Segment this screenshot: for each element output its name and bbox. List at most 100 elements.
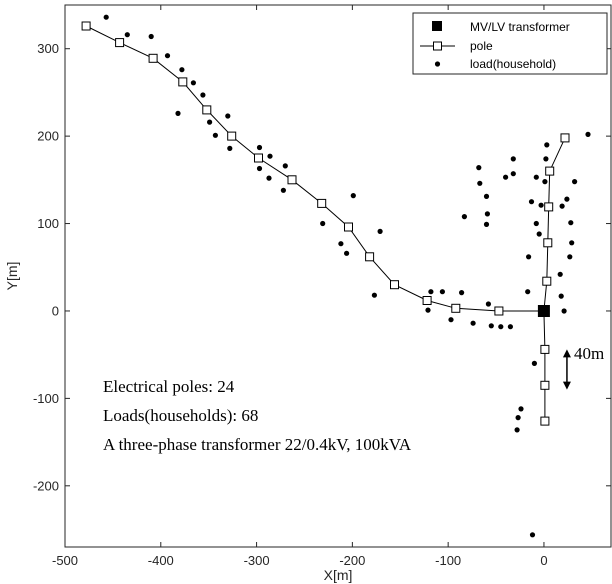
pole-marker	[344, 222, 353, 232]
load-point	[344, 250, 350, 256]
load-point	[200, 92, 206, 98]
load-point	[225, 113, 231, 119]
load-point	[483, 221, 490, 227]
load-point	[559, 203, 565, 209]
load-point	[561, 308, 567, 314]
load-point	[533, 174, 539, 180]
legend-load-marker	[434, 61, 441, 67]
annotation-transformer: A three-phase transformer 22/0.4kV, 100k…	[103, 435, 412, 454]
pole-marker	[148, 53, 158, 63]
pole-marker	[365, 252, 375, 262]
load-point	[477, 180, 483, 186]
load-point	[179, 67, 185, 73]
transformer-layer	[537, 305, 550, 317]
pole-line	[85, 25, 544, 312]
legend-transformer-marker	[432, 21, 442, 31]
load-point	[282, 163, 288, 169]
load-point	[256, 144, 263, 151]
load-point	[488, 323, 494, 329]
load-point	[564, 196, 570, 202]
load-point	[514, 427, 520, 433]
load-point	[536, 231, 542, 237]
load-point	[476, 165, 482, 171]
spacing-arrow-layer	[562, 349, 571, 390]
load-point	[439, 289, 445, 295]
x-tick-label: 0	[540, 553, 547, 568]
pole-marker	[317, 198, 327, 208]
pole-marker	[451, 303, 461, 313]
pole-marker	[544, 202, 554, 212]
pole-marker	[115, 38, 125, 48]
load-point	[542, 179, 548, 185]
pole-marker	[227, 131, 237, 141]
load-point	[266, 175, 272, 181]
pole-marker	[390, 280, 399, 290]
x-axis-label: X[m]	[324, 567, 353, 583]
load-point	[510, 156, 516, 162]
pole-marker	[542, 276, 552, 286]
load-point	[212, 132, 218, 138]
load-point	[544, 142, 550, 148]
load-point	[529, 532, 536, 538]
annotation-loads: Loads(households): 68	[103, 406, 258, 425]
y-tick-label: 0	[52, 303, 59, 318]
pole-marker	[543, 238, 553, 248]
load-point	[164, 53, 171, 59]
pole-marker	[81, 21, 91, 31]
load-point	[207, 119, 213, 125]
load-point	[484, 211, 490, 217]
spacing-arrow-head-up	[562, 349, 571, 358]
legend-load-label: load(household)	[470, 57, 556, 71]
load-point	[531, 360, 538, 366]
transformer-marker	[537, 305, 550, 317]
legend-box	[412, 12, 608, 75]
load-point	[470, 320, 476, 326]
spacing-arrow-head-down	[562, 381, 571, 390]
load-point	[525, 289, 531, 295]
load-point	[377, 228, 383, 234]
load-point	[533, 220, 539, 227]
pole-marker	[422, 296, 432, 305]
load-point	[543, 156, 549, 162]
load-point-layer	[103, 14, 591, 538]
load-point	[567, 254, 573, 260]
load-point	[148, 33, 154, 40]
pole-marker-layer	[81, 21, 570, 426]
y-tick-label: 200	[37, 129, 59, 144]
load-point	[338, 241, 344, 247]
y-tick-label: -100	[33, 391, 59, 406]
load-point	[227, 145, 233, 151]
x-tick-label: -200	[339, 553, 365, 568]
load-point	[569, 240, 575, 246]
load-point	[568, 220, 574, 226]
load-point	[459, 290, 465, 296]
pole-marker	[287, 175, 297, 185]
load-point	[461, 214, 467, 220]
load-point	[371, 292, 377, 298]
load-point	[103, 14, 109, 20]
load-point	[267, 153, 273, 159]
load-point	[526, 254, 532, 260]
load-point	[572, 179, 578, 185]
pole-line	[543, 310, 546, 422]
pole-marker	[494, 306, 504, 316]
load-point	[280, 187, 286, 193]
load-point	[515, 415, 521, 421]
load-point	[585, 131, 591, 137]
load-point	[485, 301, 491, 307]
load-point	[175, 110, 181, 116]
pole-line	[543, 137, 566, 312]
load-point	[557, 271, 563, 277]
legend-pole-marker	[433, 41, 442, 51]
load-point	[507, 324, 513, 330]
pole-marker	[540, 344, 550, 354]
legend-pole-label: pole	[470, 39, 493, 53]
pole-marker	[202, 105, 212, 115]
load-point	[190, 80, 196, 86]
pole-marker	[540, 380, 550, 390]
load-point	[558, 293, 564, 299]
plot-frame	[64, 4, 612, 548]
y-tick-label: 100	[37, 216, 59, 231]
load-point	[528, 199, 535, 205]
